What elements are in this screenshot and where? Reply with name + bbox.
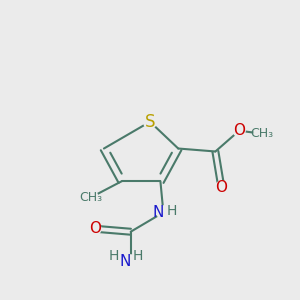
Text: H: H xyxy=(108,249,118,263)
Circle shape xyxy=(157,206,170,219)
Circle shape xyxy=(124,255,137,268)
Circle shape xyxy=(143,115,157,128)
Text: S: S xyxy=(145,113,155,131)
Text: N: N xyxy=(120,254,131,269)
Circle shape xyxy=(83,190,98,205)
Text: CH₃: CH₃ xyxy=(250,127,273,140)
Text: H: H xyxy=(167,204,177,218)
Circle shape xyxy=(215,181,227,193)
Text: CH₃: CH₃ xyxy=(79,191,102,204)
Circle shape xyxy=(233,125,245,136)
Text: N: N xyxy=(152,205,164,220)
Text: O: O xyxy=(233,123,245,138)
Text: O: O xyxy=(89,221,101,236)
Circle shape xyxy=(89,223,101,235)
Circle shape xyxy=(254,126,269,141)
Text: H: H xyxy=(133,249,143,263)
Text: O: O xyxy=(215,180,227,195)
